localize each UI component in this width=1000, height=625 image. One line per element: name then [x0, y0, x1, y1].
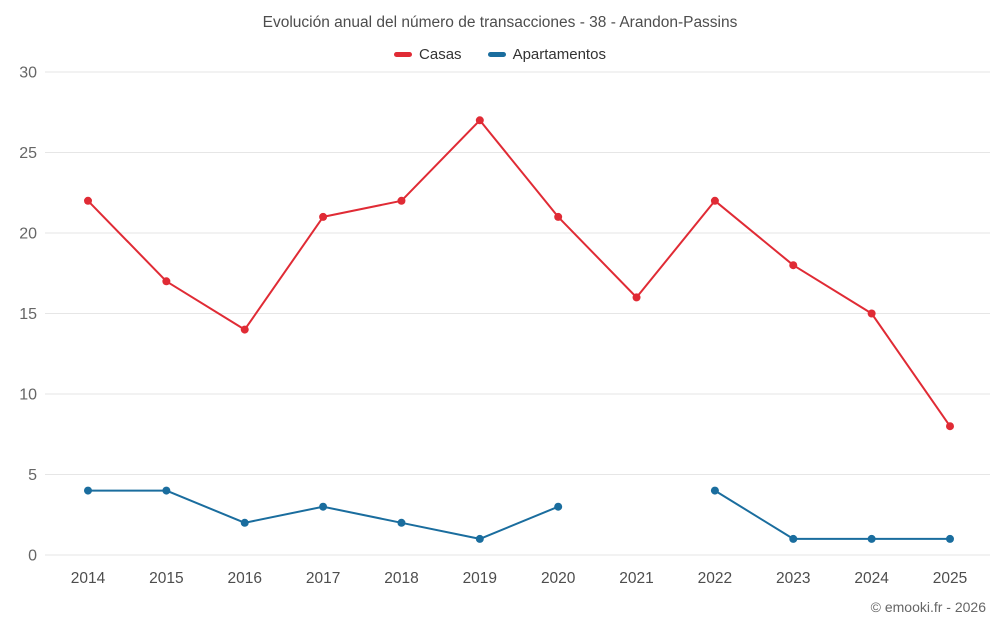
- x-axis-label: 2021: [619, 570, 653, 587]
- data-point: [319, 212, 328, 221]
- y-axis-label: 30: [19, 65, 37, 82]
- data-point: [789, 534, 798, 543]
- data-point: [475, 534, 484, 543]
- y-axis-label: 15: [19, 306, 37, 323]
- data-point: [240, 518, 249, 527]
- data-point: [397, 196, 406, 205]
- credit: © emooki.fr - 2026: [870, 599, 986, 615]
- data-point: [475, 116, 484, 125]
- x-axis-label: 2016: [227, 570, 261, 587]
- data-point: [710, 486, 719, 495]
- legend-label-apartamentos: Apartamentos: [512, 46, 606, 63]
- data-point: [397, 518, 406, 527]
- x-axis-label: 2020: [541, 570, 576, 587]
- data-point: [867, 309, 876, 318]
- x-axis-label: 2019: [463, 570, 497, 587]
- data-point: [84, 196, 92, 205]
- series-line: [713, 489, 951, 540]
- legend-item-casas[interactable]: Casas: [394, 46, 462, 63]
- x-axis-label: 2023: [776, 570, 810, 587]
- x-axis-label: 2018: [384, 570, 418, 587]
- x-axis-label: 2014: [71, 570, 106, 587]
- x-axis-label: 2024: [854, 570, 889, 587]
- data-point: [789, 261, 798, 270]
- y-axis-label: 10: [19, 387, 37, 404]
- data-point: [162, 486, 171, 495]
- data-point: [240, 325, 249, 334]
- y-axis-label: 0: [28, 548, 37, 565]
- y-axis-label: 5: [28, 467, 37, 484]
- x-axis-label: 2025: [933, 570, 967, 587]
- data-point: [946, 534, 954, 543]
- x-axis-label: 2015: [149, 570, 183, 587]
- data-point: [554, 502, 563, 511]
- x-axis-label: 2022: [698, 570, 732, 587]
- data-point: [867, 534, 876, 543]
- data-point: [84, 486, 92, 495]
- legend-label-casas: Casas: [419, 46, 462, 63]
- legend-marker-casas: [394, 52, 413, 57]
- data-point: [162, 277, 171, 286]
- series-line: [87, 119, 951, 428]
- chart-title: Evolución anual del número de transaccio…: [262, 14, 738, 31]
- data-point: [710, 196, 719, 205]
- series-line: [87, 489, 560, 540]
- data-point: [554, 212, 563, 221]
- legend: Casas Apartamentos: [0, 46, 1000, 63]
- legend-item-apartamentos[interactable]: Apartamentos: [487, 46, 606, 63]
- data-point: [946, 422, 954, 431]
- legend-marker-apartamentos: [487, 52, 506, 57]
- y-axis-label: 25: [19, 145, 37, 162]
- y-axis-label: 20: [19, 226, 37, 243]
- data-point: [319, 502, 328, 511]
- data-point: [632, 293, 641, 302]
- x-axis-label: 2017: [306, 570, 340, 587]
